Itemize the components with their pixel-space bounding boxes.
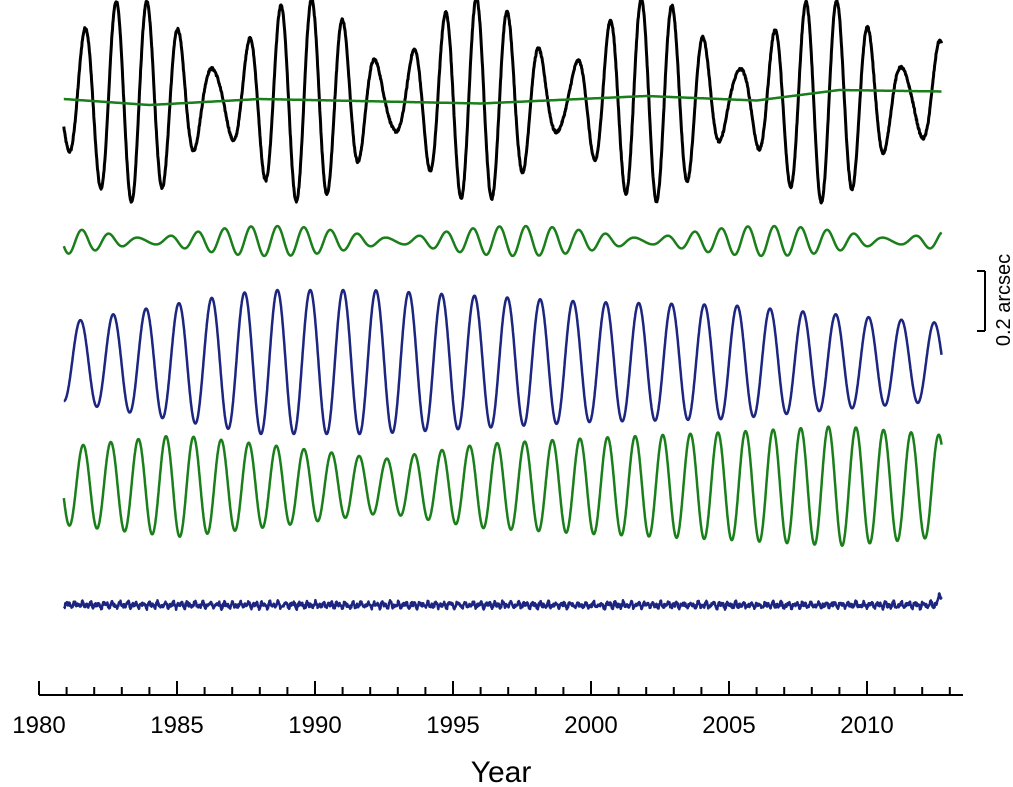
x-tick-label: 2005 — [702, 712, 755, 739]
x-tick-labels: 1980 1985 1990 1995 2000 2005 2010 — [12, 712, 893, 739]
x-axis: 1980 1985 1990 1995 2000 2005 2010 — [12, 681, 963, 739]
series-line-4 — [62, 288, 943, 436]
scale-bar-label: 0.2 arcsec — [993, 254, 1013, 346]
series-line-3 — [62, 224, 943, 258]
x-tick-label: 1995 — [426, 712, 479, 739]
x-ticks — [38, 681, 951, 695]
scale-bar: 0.2 arcsec — [977, 254, 1013, 346]
series-line-2 — [62, 88, 943, 107]
x-tick-label: 1985 — [150, 712, 203, 739]
x-tick-label: 1980 — [12, 712, 65, 739]
series-line-6 — [62, 592, 943, 611]
x-axis-title: Year — [471, 756, 532, 787]
series-line-5 — [62, 425, 943, 547]
series-layer — [62, 0, 943, 611]
x-tick-label: 1990 — [288, 712, 341, 739]
x-tick-label: 2000 — [564, 712, 617, 739]
x-tick-label: 2010 — [840, 712, 893, 739]
series-line-1 — [62, 0, 943, 205]
